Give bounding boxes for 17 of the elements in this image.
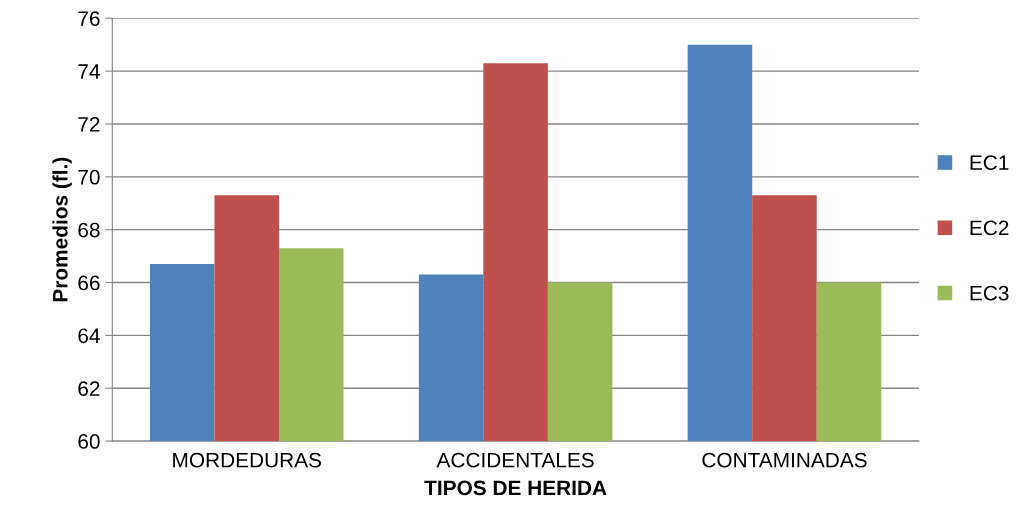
y-tick-label: 74 [78, 64, 100, 79]
legend-label: EC3 [970, 285, 1009, 301]
y-tick-label: 72 [78, 116, 100, 132]
y-tick-label: 66 [78, 275, 100, 291]
legend-label: EC1 [970, 155, 1009, 171]
y-tick-label: 68 [78, 222, 100, 238]
x-tick-label: MORDEDURAS [173, 452, 322, 468]
y-tick-label: 70 [78, 169, 100, 185]
y-axis-title: Promedios (fl.) [52, 157, 72, 302]
y-tick-label: 64 [78, 328, 100, 344]
legend-label: EC2 [970, 220, 1009, 236]
x-tick-label: CONTAMINADAS [702, 452, 867, 468]
x-axis-title: TIPOS DE HERIDA [424, 480, 607, 496]
y-tick-label: 76 [78, 11, 100, 27]
x-tick-label: ACCIDENTALES [436, 452, 594, 468]
y-tick-label: 60 [78, 434, 100, 449]
y-tick-label: 62 [78, 381, 100, 396]
